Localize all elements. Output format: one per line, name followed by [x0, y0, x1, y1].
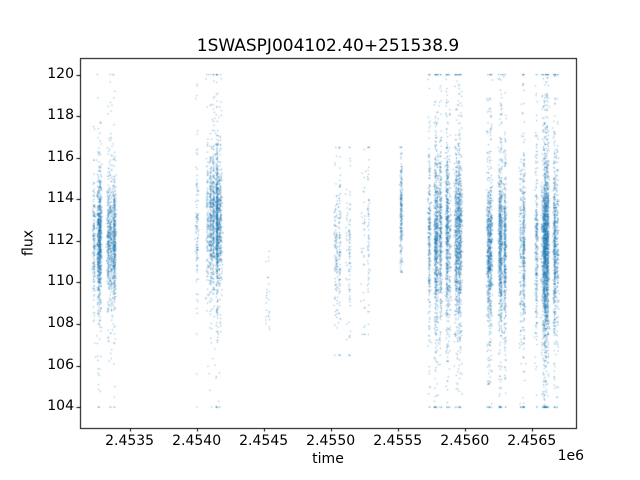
- x-tick-label: 2.4540: [172, 433, 222, 449]
- y-tick-label: 108: [47, 315, 74, 332]
- x-axis-offset-label: 1e6: [557, 448, 584, 464]
- x-tick-label: 2.4550: [306, 433, 356, 449]
- y-tick-label: 118: [47, 107, 74, 124]
- x-tick-label: 2.4555: [373, 433, 423, 449]
- x-tick-label: 2.4560: [440, 433, 490, 449]
- y-tick-label: 106: [47, 356, 74, 373]
- y-tick-label: 110: [47, 273, 74, 290]
- y-tick-label: 120: [47, 65, 74, 82]
- x-tick-label: 2.4545: [239, 433, 289, 449]
- y-tick-label: 104: [47, 398, 74, 415]
- x-axis-label: time: [312, 451, 344, 467]
- x-tick-label: 2.4565: [507, 433, 557, 449]
- y-tick-label: 116: [47, 148, 74, 165]
- y-tick-label: 114: [47, 190, 74, 207]
- x-tick-label: 2.4535: [105, 433, 155, 449]
- plot-title: 1SWASPJ004102.40+251538.9: [196, 36, 460, 56]
- y-tick-label: 112: [47, 231, 74, 248]
- y-axis-label: flux: [20, 230, 37, 256]
